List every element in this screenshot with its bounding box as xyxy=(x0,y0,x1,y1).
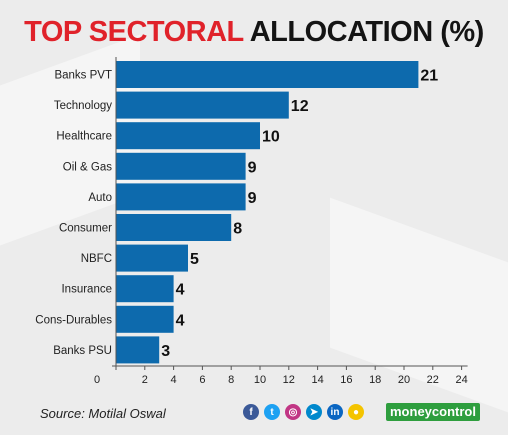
x-tick-label: 24 xyxy=(455,374,467,386)
source-note: Source: Motilal Oswal xyxy=(40,406,166,421)
x-tick-label: 4 xyxy=(171,374,177,386)
bar xyxy=(116,336,160,364)
chart-title: TOP SECTORAL ALLOCATION (%) xyxy=(0,14,508,50)
bar xyxy=(116,61,419,88)
telegram-icon[interactable]: ➤ xyxy=(306,404,322,420)
category-label: Banks PVT xyxy=(54,70,112,82)
data-label: 5 xyxy=(190,251,199,268)
bar xyxy=(116,91,289,119)
x-tick-label: 8 xyxy=(228,374,234,386)
x-tick-label: 6 xyxy=(199,374,205,386)
footer: Source: Motilal Oswal f t ◎ ➤ in ● moneycontr… xyxy=(0,396,508,435)
category-label: Insurance xyxy=(61,284,112,296)
data-label: 21 xyxy=(420,68,438,85)
bar xyxy=(116,122,260,150)
category-label: Oil & Gas xyxy=(63,161,112,173)
data-label: 8 xyxy=(233,221,242,238)
x-tick-label: 16 xyxy=(340,374,352,386)
data-label: 4 xyxy=(176,282,185,299)
instagram-icon[interactable]: ◎ xyxy=(285,404,301,420)
x-tick-label: 18 xyxy=(369,374,381,386)
bar xyxy=(116,214,232,241)
category-label: Auto xyxy=(88,192,112,204)
twitter-icon[interactable]: t xyxy=(264,404,280,420)
x-tick-label: 10 xyxy=(254,374,266,386)
x-tick-label: 0 xyxy=(94,374,100,386)
facebook-icon[interactable]: f xyxy=(243,404,259,420)
category-label: Healthcare xyxy=(56,131,112,143)
category-label: Cons-Durables xyxy=(35,314,112,326)
bar-chart: Banks PVT 21 Technology 12 Healthcare 10 Oil &… xyxy=(35,57,468,386)
social-icons: f t ◎ ➤ in ● xyxy=(243,404,364,420)
x-tick-label: 14 xyxy=(311,374,323,386)
data-label: 9 xyxy=(248,159,257,176)
data-label: 9 xyxy=(248,190,257,207)
data-label: 10 xyxy=(262,129,280,146)
linkedin-icon[interactable]: in xyxy=(327,404,343,420)
bar xyxy=(116,244,188,272)
data-label: 4 xyxy=(176,312,185,329)
title-highlight: TOP SECTORAL xyxy=(24,16,244,48)
bar xyxy=(116,275,174,303)
x-tick-label: 22 xyxy=(427,374,439,386)
category-label: Consumer xyxy=(59,223,112,235)
data-label: 12 xyxy=(291,98,309,115)
bar xyxy=(116,152,246,180)
category-label: Banks PSU xyxy=(53,345,112,357)
x-tick-label: 2 xyxy=(142,374,148,386)
data-label: 3 xyxy=(161,343,170,360)
brand-logo: moneycontrol xyxy=(386,403,480,421)
category-label: Technology xyxy=(54,100,112,112)
category-label: NBFC xyxy=(81,253,112,265)
x-tick-label: 12 xyxy=(283,374,295,386)
koo-icon[interactable]: ● xyxy=(348,404,364,420)
bar xyxy=(116,305,174,333)
x-tick-label: 20 xyxy=(398,374,410,386)
title-main: ALLOCATION (%) xyxy=(249,16,485,48)
bar xyxy=(116,183,246,211)
